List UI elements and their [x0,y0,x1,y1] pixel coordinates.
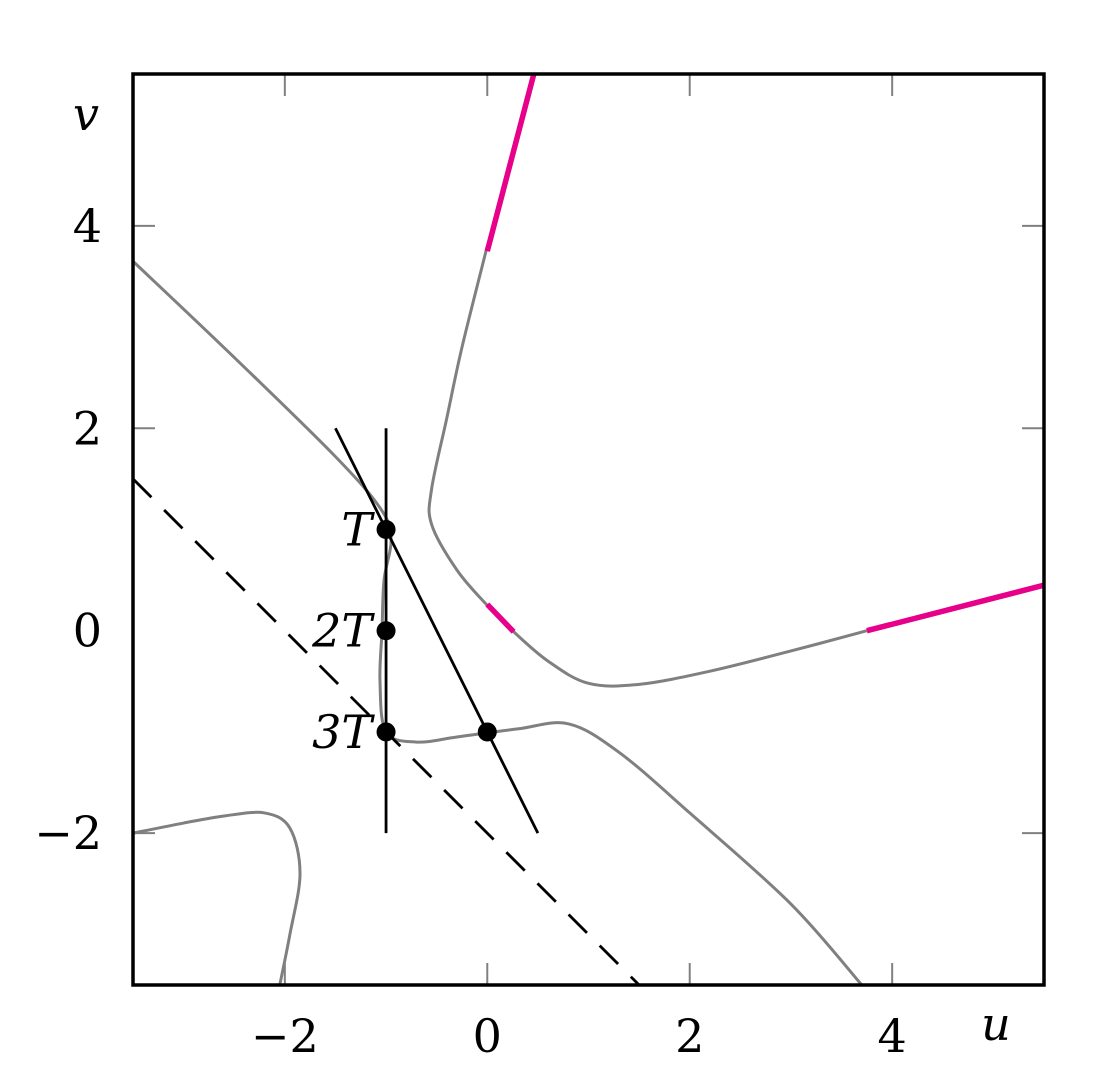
y-tick-label-1: 0 [73,604,102,658]
series-curve-2 [427,245,868,688]
data-layer [133,74,1044,985]
x-tick-label-2: 2 [675,1009,704,1063]
x-tick-label-3: 4 [878,1009,907,1063]
marked-point-3 [477,722,497,742]
series-curve-0 [133,260,863,985]
x-tick-label-0: −2 [251,1009,319,1063]
y-tick-label-0: −2 [34,806,102,860]
x-tick-label-1: 0 [473,1009,502,1063]
y-tick-label-2: 2 [73,401,102,455]
series-highlight-4 [485,602,516,634]
plot-frame [131,72,1046,987]
series-highlight-3 [484,74,537,252]
point-label-0: T [341,503,375,557]
series-line-7 [334,427,540,834]
y-tick-label-3: 4 [73,199,102,253]
point-label-1: 2T [311,604,375,658]
x-axis-label: u [981,997,1011,1051]
marked-point-1 [376,621,396,641]
tick-marks [133,74,1044,985]
marked-point-2 [376,722,396,742]
labels-layer: T 2T 3T −2 0 2 4 −2 0 2 4 [34,199,907,1063]
point-label-2: 3T [312,705,375,759]
series-highlight-5 [866,582,1044,634]
marked-point-0 [376,520,396,539]
y-axis-label: v [73,87,99,141]
series-curve-1 [133,810,302,985]
